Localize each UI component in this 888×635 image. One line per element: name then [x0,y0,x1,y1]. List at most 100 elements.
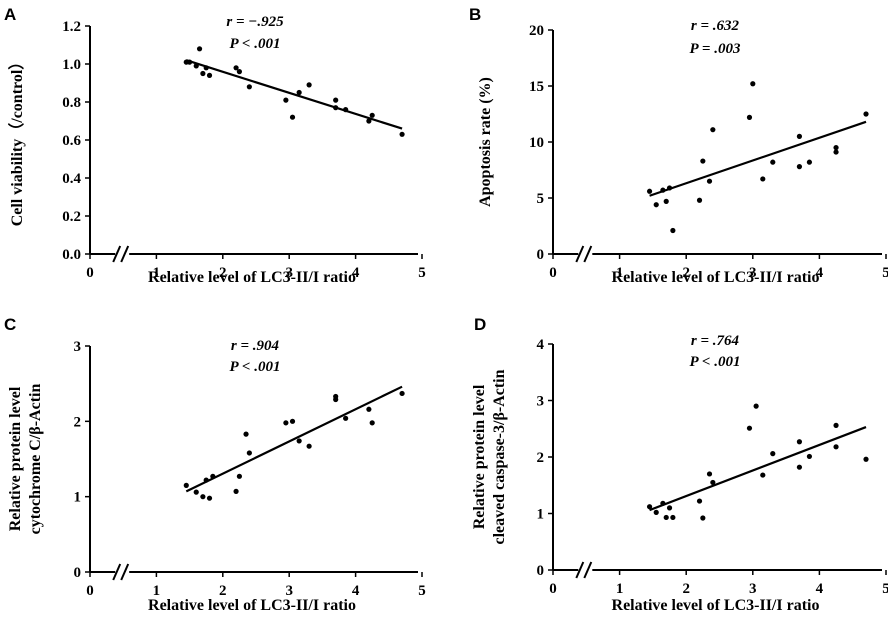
panel-letter: B [469,5,481,24]
data-point [770,451,776,457]
data-point [863,456,869,462]
y-tick-label: 2 [537,450,545,466]
x-tick-label: 1 [153,265,161,281]
y-axis-label: Apoptosis rate (%) [477,77,494,207]
data-point [696,498,703,504]
x-tick-label: 0 [86,265,94,281]
data-point [289,418,296,424]
data-point [806,453,813,460]
data-point [306,443,312,449]
x-tick-label: 2 [682,265,690,281]
data-point [366,406,372,412]
data-point [233,65,239,71]
data-point [710,479,716,486]
correlation-r: r = .764 [691,333,740,349]
data-point [236,69,242,75]
x-tick-label: 3 [285,583,293,599]
panel-b: B 0 5 10 15 20 0 1 2 3 4 5 Relative level of LC3-II/… [469,5,888,286]
x-tick-label: 1 [616,265,624,281]
data-point [663,514,669,521]
data-point [706,178,713,184]
data-point [206,495,213,501]
y-tick-label: 1.2 [62,19,81,35]
data-point [283,420,289,426]
x-tick-label: 4 [352,265,360,281]
y-tick-label: 4 [537,337,545,353]
y-tick-label: 3 [537,394,545,410]
data-point [796,133,803,139]
data-point [246,450,252,456]
y-axis-label: Relative protein level [7,386,24,531]
x-tick-label: 0 [86,583,94,599]
data-point [200,494,206,500]
data-point [663,198,669,204]
data-point [863,111,869,117]
correlation-r: r = −.925 [226,14,284,30]
x-tick-label: 5 [882,265,888,281]
data-point [666,185,673,191]
x-tick-label: 2 [682,581,690,597]
x-tick-label: 2 [219,265,227,281]
x-tick-label: 0 [549,265,557,281]
p-value: P = .003 [690,41,741,57]
x-axis-label: Relative level of LC3-II/I ratio [612,269,820,286]
data-point [660,500,666,506]
y-tick-label: 0.8 [62,95,81,111]
y-tick-label: 0.4 [62,171,81,187]
y-axis-label: Cell viability（/control） [8,54,26,227]
y-tick-label: 0 [537,247,545,263]
axis-break-mark [120,563,130,581]
axis-break-mark [120,245,130,263]
y-tick-label: 0.2 [62,209,81,225]
data-point [653,509,659,515]
data-point [646,188,653,194]
data-point [306,82,312,88]
data-point [233,488,239,494]
data-point [366,118,372,124]
data-point [750,81,756,87]
data-point [746,425,753,431]
y-axis-label: cleaved caspase-3/β-Actin [491,369,508,544]
x-axis-label: Relative level of LC3-II/I ratio [148,597,356,614]
p-value: P < .001 [230,359,281,375]
data-point [646,504,653,510]
y-tick-label: 1.0 [62,57,81,73]
data-point [399,131,405,137]
data-point [399,390,405,397]
data-point [833,145,839,151]
data-point [796,164,803,170]
y-axis-label: cytochrome C/β-Actin [27,384,44,535]
x-tick-label: 5 [882,581,888,597]
y-tick-label: 1 [537,507,545,523]
y-tick-label: 10 [529,135,544,151]
data-point [369,112,375,118]
data-point [700,515,706,521]
data-point [696,197,703,203]
data-point [660,187,666,193]
y-axis-label: Relative protein level [471,384,488,529]
x-axis-label: Relative level of LC3-II/I ratio [612,597,820,614]
data-point [333,105,339,111]
data-point [833,149,839,155]
data-point [283,97,289,103]
data-point [666,505,673,511]
data-point [183,482,189,488]
data-point [710,127,716,133]
panel-letter: C [4,315,16,334]
data-point [193,489,199,495]
y-tick-label: 15 [529,79,544,95]
data-point [296,89,302,96]
trend-line [185,385,403,493]
trend-line [185,59,403,130]
data-point [333,396,339,403]
x-tick-label: 4 [816,581,824,597]
y-tick-label: 0.0 [62,247,81,263]
x-tick-label: 1 [153,583,161,599]
y-tick-label: 0.6 [62,133,81,149]
data-point [770,159,776,165]
data-point [333,97,339,103]
data-point [243,431,249,437]
panel-a: A 0.0 0.2 0.4 0.6 0.8 1.0 1.2 0 1 2 3 4 5 Relative lev… [4,5,426,286]
trend-line [649,426,867,512]
